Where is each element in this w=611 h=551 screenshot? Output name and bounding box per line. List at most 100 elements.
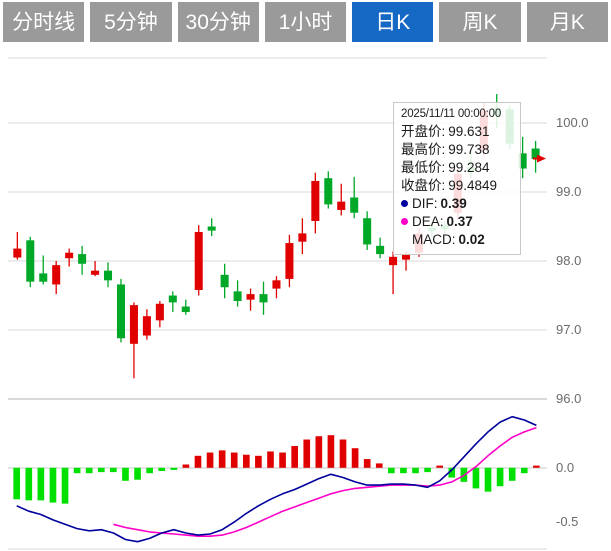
- price-axis-tick: 100.0: [556, 115, 589, 130]
- macd-bar: [242, 454, 250, 468]
- macd-bar: [13, 467, 21, 500]
- candle: [181, 306, 190, 313]
- candle: [350, 197, 359, 213]
- candle: [324, 178, 333, 205]
- macd-bar: [230, 452, 238, 468]
- candle: [39, 273, 48, 282]
- candle: [414, 233, 424, 253]
- price-axis-tick: 97.0: [556, 322, 582, 337]
- candle: [363, 218, 372, 245]
- candle: [65, 252, 74, 259]
- macd-bar: [339, 439, 347, 468]
- candle: [376, 245, 385, 255]
- candle: [453, 174, 462, 213]
- macd-bar: [122, 467, 129, 481]
- macd-bar: [448, 467, 456, 478]
- candle: [116, 284, 125, 339]
- macd-bar: [388, 467, 395, 474]
- macd-bar: [279, 452, 286, 468]
- candle: [298, 233, 307, 242]
- macd-bar: [363, 459, 371, 468]
- candle: [259, 294, 268, 303]
- candle: [220, 274, 229, 288]
- macd-bar: [533, 465, 540, 468]
- candle: [26, 240, 35, 282]
- candle: [505, 109, 514, 144]
- macd-bar: [85, 467, 93, 474]
- macd-bar: [25, 467, 33, 501]
- tab-day-k[interactable]: 日K: [352, 2, 434, 42]
- candle: [402, 254, 411, 260]
- macd-bar: [327, 435, 335, 468]
- dea-line: [113, 426, 537, 537]
- candle: [427, 227, 436, 231]
- macd-bar: [170, 467, 178, 470]
- macd-bar: [484, 467, 492, 492]
- tab-week-k[interactable]: 周K: [439, 2, 521, 42]
- dif-line: [16, 415, 537, 543]
- gridlines: [8, 57, 547, 550]
- macd-bar: [291, 446, 298, 468]
- macd-bar: [255, 455, 262, 468]
- tab-month-k[interactable]: 月K: [526, 2, 608, 42]
- period-tab-bar: 分时线 5分钟 30分钟 1小时 日K 周K 月K: [0, 0, 611, 44]
- macd-bar: [436, 465, 444, 468]
- macd-bar: [520, 467, 528, 474]
- candle: [440, 225, 449, 230]
- candle: [91, 270, 100, 275]
- candle: [466, 167, 475, 172]
- candle: [13, 248, 22, 258]
- price-axis-tick: 98.0: [556, 253, 582, 268]
- candle: [207, 226, 216, 231]
- macd-bar: [375, 463, 383, 468]
- candle: [531, 148, 540, 159]
- candle: [233, 291, 242, 302]
- macd-bar: [351, 448, 359, 468]
- chart-canvas: [8, 57, 547, 550]
- candle: [479, 110, 488, 151]
- macd-bar: [472, 467, 480, 489]
- candle: [285, 243, 294, 279]
- price-axis-tick: 99.0: [556, 184, 582, 199]
- candle: [142, 316, 151, 336]
- macd-bar: [508, 467, 516, 481]
- macd-bar: [206, 452, 214, 468]
- current-price-marker: [533, 154, 546, 163]
- macd-bar: [303, 439, 311, 468]
- tab-1hour[interactable]: 1小时: [264, 2, 347, 42]
- macd-bar: [182, 464, 190, 468]
- candle: [389, 256, 398, 266]
- tab-30min[interactable]: 30分钟: [177, 2, 259, 42]
- macd-bar: [412, 467, 419, 474]
- macd-bar: [158, 467, 166, 472]
- candle: [78, 254, 87, 264]
- macd-bar: [61, 467, 69, 504]
- macd-bar: [49, 467, 57, 503]
- macd-axis-tick: 0.0: [556, 459, 575, 475]
- macd-bar: [218, 450, 226, 468]
- macd-bar: [37, 467, 45, 501]
- candle: [52, 265, 61, 285]
- macd-bar: [73, 467, 81, 474]
- macd-bar: [146, 467, 153, 474]
- candle: [246, 294, 255, 300]
- macd-bar: [267, 451, 274, 468]
- macd-bar: [400, 467, 407, 474]
- candle: [168, 295, 177, 303]
- macd-bar: [424, 467, 431, 473]
- macd-lines: [16, 415, 537, 543]
- macd-bar: [110, 467, 117, 473]
- tab-timeline[interactable]: 分时线: [3, 2, 85, 42]
- macd-bar: [194, 455, 202, 468]
- tab-5min[interactable]: 5分钟: [90, 2, 172, 42]
- candle: [311, 180, 320, 221]
- candle: [518, 153, 527, 169]
- candle: [194, 232, 203, 290]
- macd-bar: [496, 467, 504, 487]
- candle: [337, 201, 346, 210]
- chart-area[interactable]: [0, 46, 611, 551]
- candlestick-series: [13, 94, 540, 379]
- price-axis-tick: 96.0: [556, 391, 582, 406]
- macd-axis-tick: -0.5: [556, 514, 579, 530]
